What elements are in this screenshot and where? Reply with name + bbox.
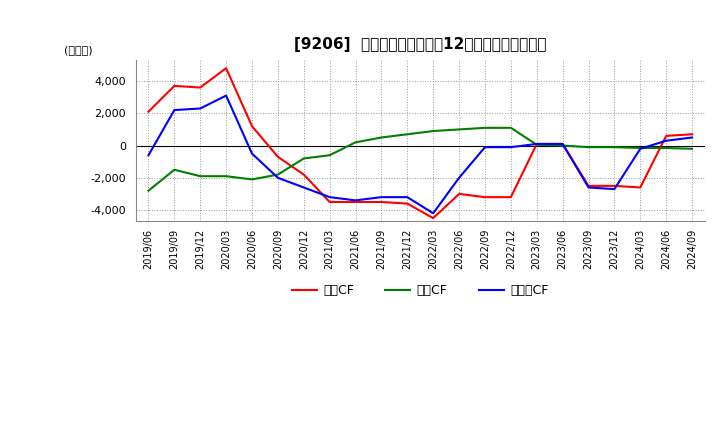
投資CF <box>662 145 670 150</box>
営業CF <box>377 199 386 205</box>
投資CF <box>429 128 438 134</box>
フリーCF <box>507 144 516 150</box>
営業CF <box>325 199 334 205</box>
フリーCF <box>481 144 490 150</box>
フリーCF <box>377 194 386 200</box>
営業CF <box>274 154 282 159</box>
投資CF <box>532 142 541 147</box>
Y-axis label: (百万円): (百万円) <box>64 45 93 55</box>
投資CF <box>403 132 412 137</box>
投資CF <box>688 146 696 151</box>
フリーCF <box>300 185 308 190</box>
投資CF <box>170 167 179 172</box>
営業CF <box>610 183 618 188</box>
フリーCF <box>351 198 360 203</box>
営業CF <box>300 172 308 177</box>
投資CF <box>481 125 490 131</box>
投資CF <box>144 188 153 193</box>
営業CF <box>481 194 490 200</box>
投資CF <box>584 144 593 150</box>
営業CF <box>144 109 153 114</box>
営業CF <box>222 66 230 71</box>
営業CF <box>403 201 412 206</box>
フリーCF <box>170 107 179 113</box>
投資CF <box>274 172 282 177</box>
フリーCF <box>688 135 696 140</box>
フリーCF <box>274 175 282 180</box>
フリーCF <box>636 146 644 151</box>
投資CF <box>325 153 334 158</box>
投資CF <box>377 135 386 140</box>
営業CF <box>455 191 464 197</box>
営業CF <box>196 85 204 90</box>
営業CF <box>248 124 256 129</box>
投資CF <box>558 143 567 148</box>
フリーCF <box>325 194 334 200</box>
フリーCF <box>144 153 153 158</box>
フリーCF <box>248 151 256 156</box>
営業CF <box>170 83 179 88</box>
Title: [9206]  キャッシュフローの12か月移動合計の推移: [9206] キャッシュフローの12か月移動合計の推移 <box>294 37 546 52</box>
投資CF <box>351 139 360 145</box>
営業CF <box>351 199 360 205</box>
Line: 営業CF: 営業CF <box>148 68 692 218</box>
営業CF <box>688 132 696 137</box>
投資CF <box>507 125 516 131</box>
フリーCF <box>558 141 567 147</box>
投資CF <box>610 144 618 150</box>
投資CF <box>300 156 308 161</box>
Legend: 営業CF, 投資CF, フリーCF: 営業CF, 投資CF, フリーCF <box>287 279 554 302</box>
営業CF <box>429 216 438 221</box>
営業CF <box>584 183 593 188</box>
営業CF <box>507 194 516 200</box>
投資CF <box>196 173 204 179</box>
フリーCF <box>662 138 670 143</box>
営業CF <box>532 141 541 147</box>
営業CF <box>636 185 644 190</box>
フリーCF <box>196 106 204 111</box>
Line: 投資CF: 投資CF <box>148 128 692 191</box>
フリーCF <box>455 175 464 180</box>
フリーCF <box>532 141 541 147</box>
投資CF <box>222 173 230 179</box>
Line: フリーCF: フリーCF <box>148 95 692 213</box>
投資CF <box>636 145 644 150</box>
投資CF <box>455 127 464 132</box>
フリーCF <box>584 185 593 190</box>
フリーCF <box>610 187 618 192</box>
フリーCF <box>222 93 230 98</box>
営業CF <box>662 133 670 139</box>
フリーCF <box>403 194 412 200</box>
フリーCF <box>429 211 438 216</box>
投資CF <box>248 177 256 182</box>
営業CF <box>558 141 567 147</box>
